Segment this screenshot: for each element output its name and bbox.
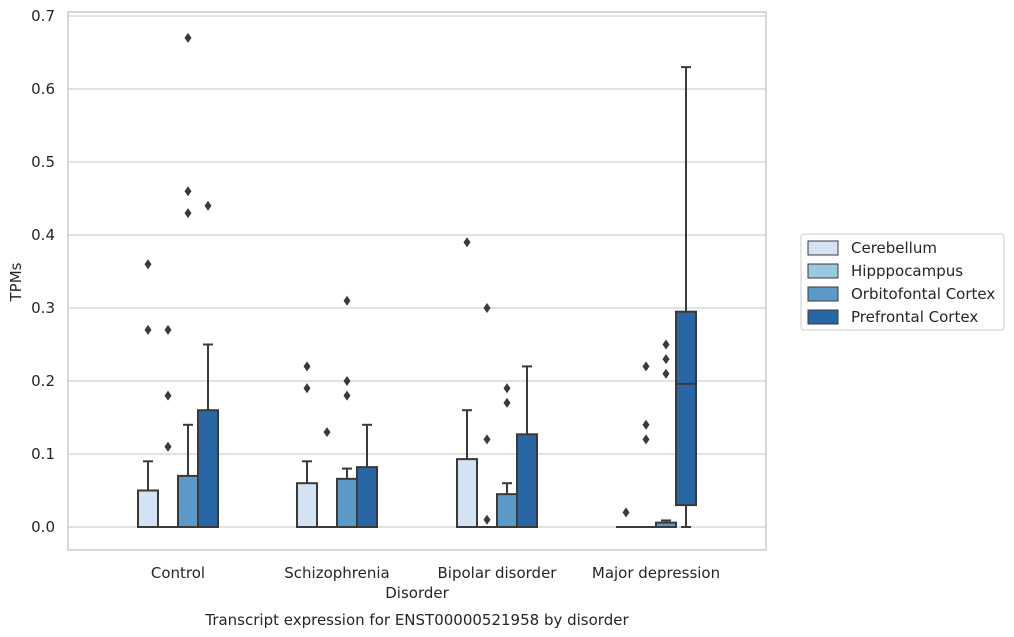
legend-swatch (807, 309, 839, 325)
outlier-point (642, 434, 650, 445)
legend-frame (800, 233, 1005, 331)
y-tick-label: 0.1 (31, 445, 55, 463)
outlier-point (303, 383, 311, 394)
outlier-point (622, 507, 630, 518)
box-body (496, 493, 518, 528)
box-body (296, 482, 318, 529)
box-prefrontal-cortex (197, 343, 219, 529)
outlier-point (642, 361, 650, 372)
outlier-point (662, 339, 670, 350)
legend-label: Prefrontal Cortex (851, 308, 978, 326)
box-cerebellum (137, 460, 159, 528)
y-tick-label: 0.0 (31, 518, 55, 536)
box-orbitofontal-cortex (336, 467, 358, 529)
outlier-point (184, 32, 192, 43)
x-axis-ticks: Control Schizophrenia Bipolar disorder Majo… (151, 564, 720, 582)
box-orbitofontal-cortex (496, 482, 518, 528)
outlier-point (323, 427, 331, 438)
legend: Cerebellum Hipppocampus Orbitofontal Corte… (800, 233, 1005, 331)
outlier-point (483, 434, 491, 445)
outlier-point (503, 383, 511, 394)
outlier-point (164, 324, 172, 335)
outlier-point (483, 303, 491, 313)
box-body (675, 310, 697, 507)
outlier-point (303, 361, 311, 372)
outlier-point (662, 354, 670, 365)
y-tick-label: 0.3 (31, 299, 55, 317)
box-body (336, 477, 358, 529)
box-body (197, 409, 219, 529)
outlier-point (144, 259, 152, 270)
box-cerebellum (296, 460, 318, 529)
legend-label: Orbitofontal Cortex (851, 285, 995, 303)
box-cerebellum (456, 409, 478, 528)
outlier-point (662, 368, 670, 379)
outlier-point (343, 295, 351, 306)
box-prefrontal-cortex (516, 365, 538, 529)
outlier-point (343, 376, 351, 386)
y-tick-label: 0.6 (31, 80, 55, 98)
x-tick-label: Major depression (592, 564, 720, 582)
legend-label: Hipppocampus (851, 262, 963, 280)
plot-area-frame (67, 11, 767, 551)
box-prefrontal-cortex (675, 66, 697, 528)
box-body (356, 466, 378, 529)
y-tick-label: 0.5 (31, 153, 55, 171)
y-axis-ticks: 0.0 0.1 0.2 0.3 0.4 0.5 0.6 0.7 (31, 7, 55, 536)
outlier-point (184, 208, 192, 219)
outlier-point (503, 397, 511, 408)
legend-label: Cerebellum (851, 239, 937, 257)
legend-swatch (807, 286, 839, 302)
box-prefrontal-cortex (356, 423, 378, 529)
outlier-point (642, 419, 650, 430)
box-orbitofontal-cortex (177, 423, 199, 528)
outlier-point (343, 390, 351, 401)
x-axis-label: Disorder (385, 584, 449, 602)
box-orbitofontal-cortex (655, 519, 677, 528)
box-body (177, 474, 199, 528)
legend-swatch (807, 263, 839, 279)
outlier-point (164, 390, 172, 401)
y-axis-label: TPMs (7, 262, 25, 302)
x-tick-label: Schizophrenia (284, 564, 389, 582)
x-tick-label: Control (151, 564, 205, 582)
outlier-point (144, 324, 152, 335)
box-body (456, 458, 478, 528)
outliers (144, 32, 670, 525)
outlier-point (184, 186, 192, 197)
y-tick-label: 0.7 (31, 7, 55, 25)
outlier-point (483, 514, 491, 525)
y-tick-label: 0.4 (31, 226, 55, 244)
outlier-point (204, 200, 212, 211)
boxes (137, 66, 697, 529)
gridlines (68, 15, 766, 528)
legend-swatch (807, 240, 839, 256)
chart-caption: Transcript expression for ENST0000052195… (204, 611, 629, 629)
y-tick-label: 0.2 (31, 372, 55, 390)
outlier-point (463, 237, 471, 248)
outlier-point (164, 441, 172, 452)
box-body (516, 433, 538, 529)
x-tick-label: Bipolar disorder (438, 564, 558, 582)
box-body (137, 489, 159, 528)
